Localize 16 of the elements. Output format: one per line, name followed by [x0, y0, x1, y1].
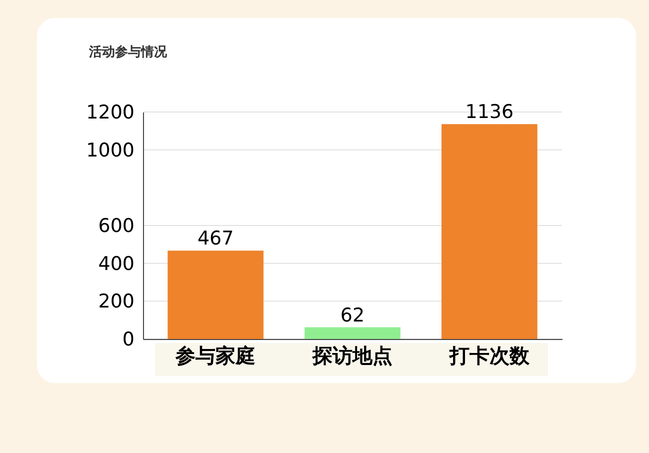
y-tick-label: 400: [98, 252, 134, 275]
data-label: 62: [340, 304, 365, 326]
data-label: 1136: [465, 101, 514, 124]
y-tick-label: 600: [98, 215, 134, 237]
chart-title: 活动参与情况: [88, 44, 168, 60]
y-tick-label: 200: [98, 290, 134, 313]
y-tick-label: 0: [122, 328, 134, 350]
x-tick-label: 打卡次数: [448, 344, 530, 368]
data-label: 467: [197, 228, 234, 250]
y-tick-label: 1000: [86, 139, 134, 162]
x-tick-label: 参与家庭: [174, 344, 256, 368]
bar: [304, 327, 400, 339]
bar: [168, 250, 264, 339]
bar: [442, 124, 538, 339]
y-tick-label: 1200: [86, 102, 134, 124]
x-tick-label: 探访地点: [312, 344, 392, 368]
